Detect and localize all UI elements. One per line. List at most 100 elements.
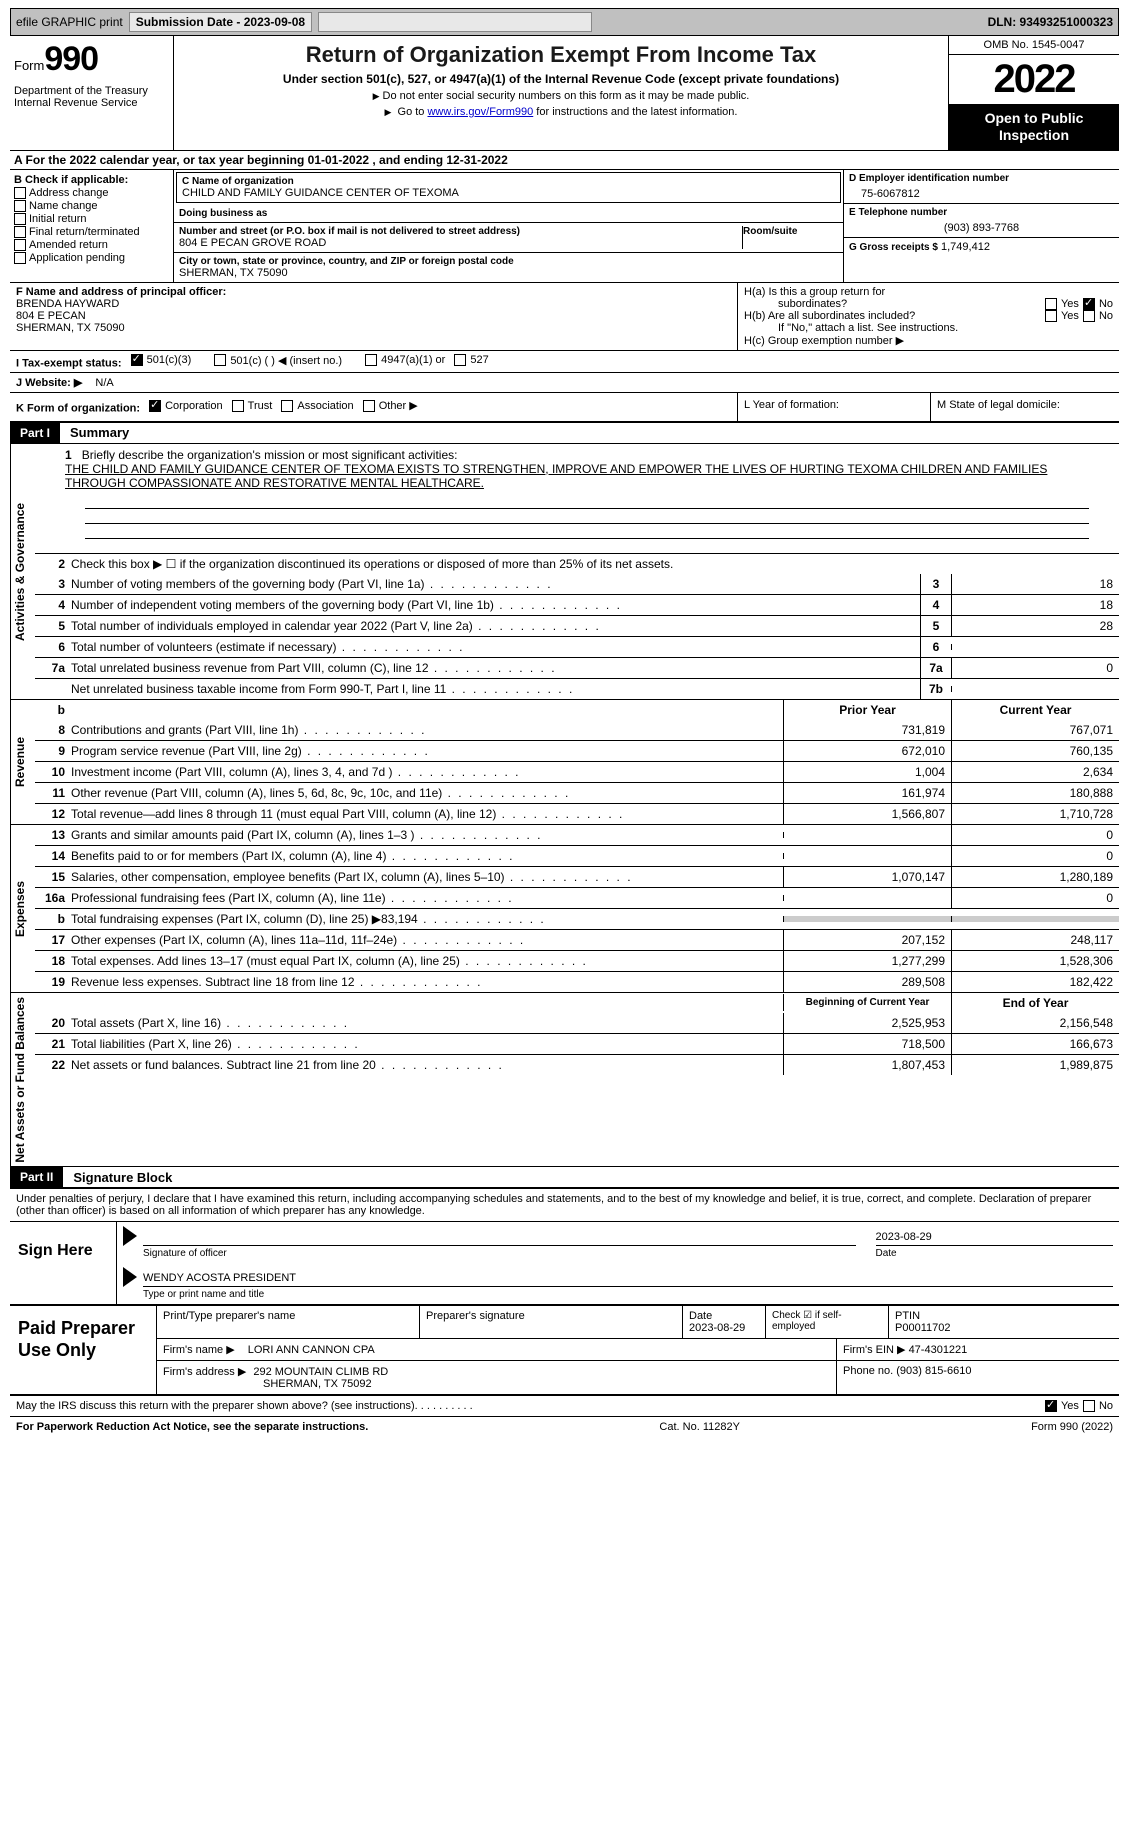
firm-ein: 47-4301221 bbox=[909, 1344, 968, 1356]
k-trust: Trust bbox=[248, 400, 273, 412]
line-value bbox=[951, 686, 1119, 692]
row-f-h: F Name and address of principal officer:… bbox=[10, 283, 1119, 351]
m-state-domicile: M State of legal domicile: bbox=[930, 393, 1119, 421]
addr-label: Number and street (or P.O. box if mail i… bbox=[179, 226, 742, 237]
prior-year-value: 1,807,453 bbox=[783, 1055, 951, 1075]
checkbox-icon[interactable] bbox=[14, 252, 26, 264]
opt-amended: Amended return bbox=[29, 239, 108, 251]
i-opt2: 501(c) ( ) ◀ (insert no.) bbox=[230, 354, 342, 367]
opt-initial: Initial return bbox=[29, 213, 86, 225]
form-ref: Form 990 (2022) bbox=[1031, 1421, 1113, 1433]
checkbox-icon[interactable] bbox=[14, 239, 26, 251]
governance-sidelabel: Activities & Governance bbox=[10, 444, 35, 699]
checkbox-icon[interactable] bbox=[1045, 310, 1057, 322]
i-opt1: 501(c)(3) bbox=[147, 354, 192, 366]
checkbox-icon[interactable] bbox=[14, 213, 26, 225]
col-c-org-info: C Name of organization CHILD AND FAMILY … bbox=[174, 170, 843, 282]
part-2-title: Signature Block bbox=[63, 1170, 172, 1185]
line-box: 7b bbox=[920, 679, 951, 699]
line-text: Total number of individuals employed in … bbox=[71, 616, 920, 636]
dln-label: DLN: 93493251000323 bbox=[988, 15, 1113, 29]
line-text: Total number of volunteers (estimate if … bbox=[71, 637, 920, 657]
current-year-value: 1,989,875 bbox=[951, 1055, 1119, 1075]
checkbox-checked-icon[interactable] bbox=[1045, 1400, 1057, 1412]
dba-label: Doing business as bbox=[179, 208, 838, 219]
goto-post: for instructions and the latest informat… bbox=[533, 106, 737, 118]
ein-label: D Employer identification number bbox=[849, 173, 1114, 184]
irs-link[interactable]: www.irs.gov/Form990 bbox=[427, 106, 533, 118]
irs-discuss-row: May the IRS discuss this return with the… bbox=[10, 1396, 1119, 1417]
form-title: Return of Organization Exempt From Incom… bbox=[182, 42, 940, 68]
checkbox-icon[interactable] bbox=[363, 400, 375, 412]
form-990-page: efile GRAPHIC print Submission Date - 20… bbox=[0, 0, 1129, 1445]
open-to-public: Open to Public Inspection bbox=[949, 104, 1119, 150]
sign-here-label: Sign Here bbox=[10, 1222, 117, 1304]
line-text: Total fundraising expenses (Part IX, col… bbox=[71, 909, 783, 929]
current-year-value: 180,888 bbox=[951, 783, 1119, 803]
paid-preparer-block: Paid Preparer Use Only Print/Type prepar… bbox=[10, 1304, 1119, 1396]
checkbox-icon[interactable] bbox=[454, 354, 466, 366]
prior-year-header: Prior Year bbox=[783, 700, 951, 720]
line-num: 19 bbox=[35, 975, 71, 989]
ha-label2: subordinates? bbox=[744, 298, 847, 310]
prior-year-value bbox=[783, 832, 951, 838]
line-text: Total assets (Part X, line 16) bbox=[71, 1013, 783, 1033]
gross-label: G Gross receipts $ bbox=[849, 242, 938, 253]
checkbox-icon[interactable] bbox=[365, 354, 377, 366]
j-label: J Website: ▶ bbox=[16, 377, 82, 389]
addr-value: 804 E PECAN GROVE ROAD bbox=[179, 237, 742, 249]
k-corp: Corporation bbox=[165, 400, 222, 412]
firm-name-label: Firm's name ▶ bbox=[163, 1344, 235, 1356]
checkbox-checked-icon[interactable] bbox=[1083, 298, 1095, 310]
current-year-value: 1,528,306 bbox=[951, 951, 1119, 971]
mission-num: 1 bbox=[65, 448, 72, 462]
officer-signature-field[interactable] bbox=[143, 1231, 856, 1246]
note-goto: Go to www.irs.gov/Form990 for instructio… bbox=[182, 106, 940, 118]
prior-year-value bbox=[783, 853, 951, 859]
ptin-label: PTIN bbox=[895, 1310, 920, 1322]
line-box: 3 bbox=[920, 574, 951, 594]
line-num: 16a bbox=[35, 891, 71, 905]
line-text: Total liabilities (Part X, line 26) bbox=[71, 1034, 783, 1054]
line-text: Professional fundraising fees (Part IX, … bbox=[71, 888, 783, 908]
revenue-sidelabel: Revenue bbox=[10, 700, 35, 824]
current-year-value: 248,117 bbox=[951, 930, 1119, 950]
top-bar: efile GRAPHIC print Submission Date - 20… bbox=[10, 8, 1119, 36]
mission-label: Briefly describe the organization's miss… bbox=[82, 448, 458, 462]
line-num: 5 bbox=[35, 619, 71, 633]
line-value: 18 bbox=[951, 574, 1119, 594]
f-name: BRENDA HAYWARD bbox=[16, 298, 731, 310]
current-year-value bbox=[951, 916, 1119, 922]
k-assoc: Association bbox=[297, 400, 353, 412]
checkbox-icon[interactable] bbox=[1083, 1400, 1095, 1412]
line-num: 18 bbox=[35, 954, 71, 968]
phone-label: E Telephone number bbox=[849, 207, 1114, 218]
row-a-tax-year: A For the 2022 calendar year, or tax yea… bbox=[10, 151, 1119, 170]
prep-name-label: Print/Type preparer's name bbox=[157, 1306, 420, 1338]
checkbox-icon[interactable] bbox=[214, 354, 226, 366]
arrow-icon bbox=[123, 1226, 137, 1246]
i-label: I Tax-exempt status: bbox=[16, 357, 122, 369]
blank-button bbox=[318, 12, 592, 32]
checkbox-checked-icon[interactable] bbox=[149, 400, 161, 412]
prior-year-value: 731,819 bbox=[783, 720, 951, 740]
omb-number: OMB No. 1545-0047 bbox=[949, 36, 1119, 55]
checkbox-icon[interactable] bbox=[232, 400, 244, 412]
checkbox-icon[interactable] bbox=[14, 226, 26, 238]
checkbox-checked-icon[interactable] bbox=[131, 354, 143, 366]
checkbox-icon[interactable] bbox=[281, 400, 293, 412]
prior-year-value: 1,277,299 bbox=[783, 951, 951, 971]
checkbox-icon[interactable] bbox=[1083, 310, 1095, 322]
checkbox-icon[interactable] bbox=[14, 200, 26, 212]
line-text: Net unrelated business taxable income fr… bbox=[71, 679, 920, 699]
checkbox-icon[interactable] bbox=[1045, 298, 1057, 310]
line-value: 0 bbox=[951, 658, 1119, 678]
ha-label1: H(a) Is this a group return for bbox=[744, 286, 885, 298]
checkbox-icon[interactable] bbox=[14, 187, 26, 199]
firm-ein-label: Firm's EIN ▶ bbox=[843, 1344, 906, 1356]
line-num: 10 bbox=[35, 765, 71, 779]
part-1-box: Part I bbox=[10, 423, 60, 443]
prep-date-label: Date bbox=[689, 1310, 712, 1322]
current-year-value: 767,071 bbox=[951, 720, 1119, 740]
header-mid: Return of Organization Exempt From Incom… bbox=[174, 36, 949, 150]
